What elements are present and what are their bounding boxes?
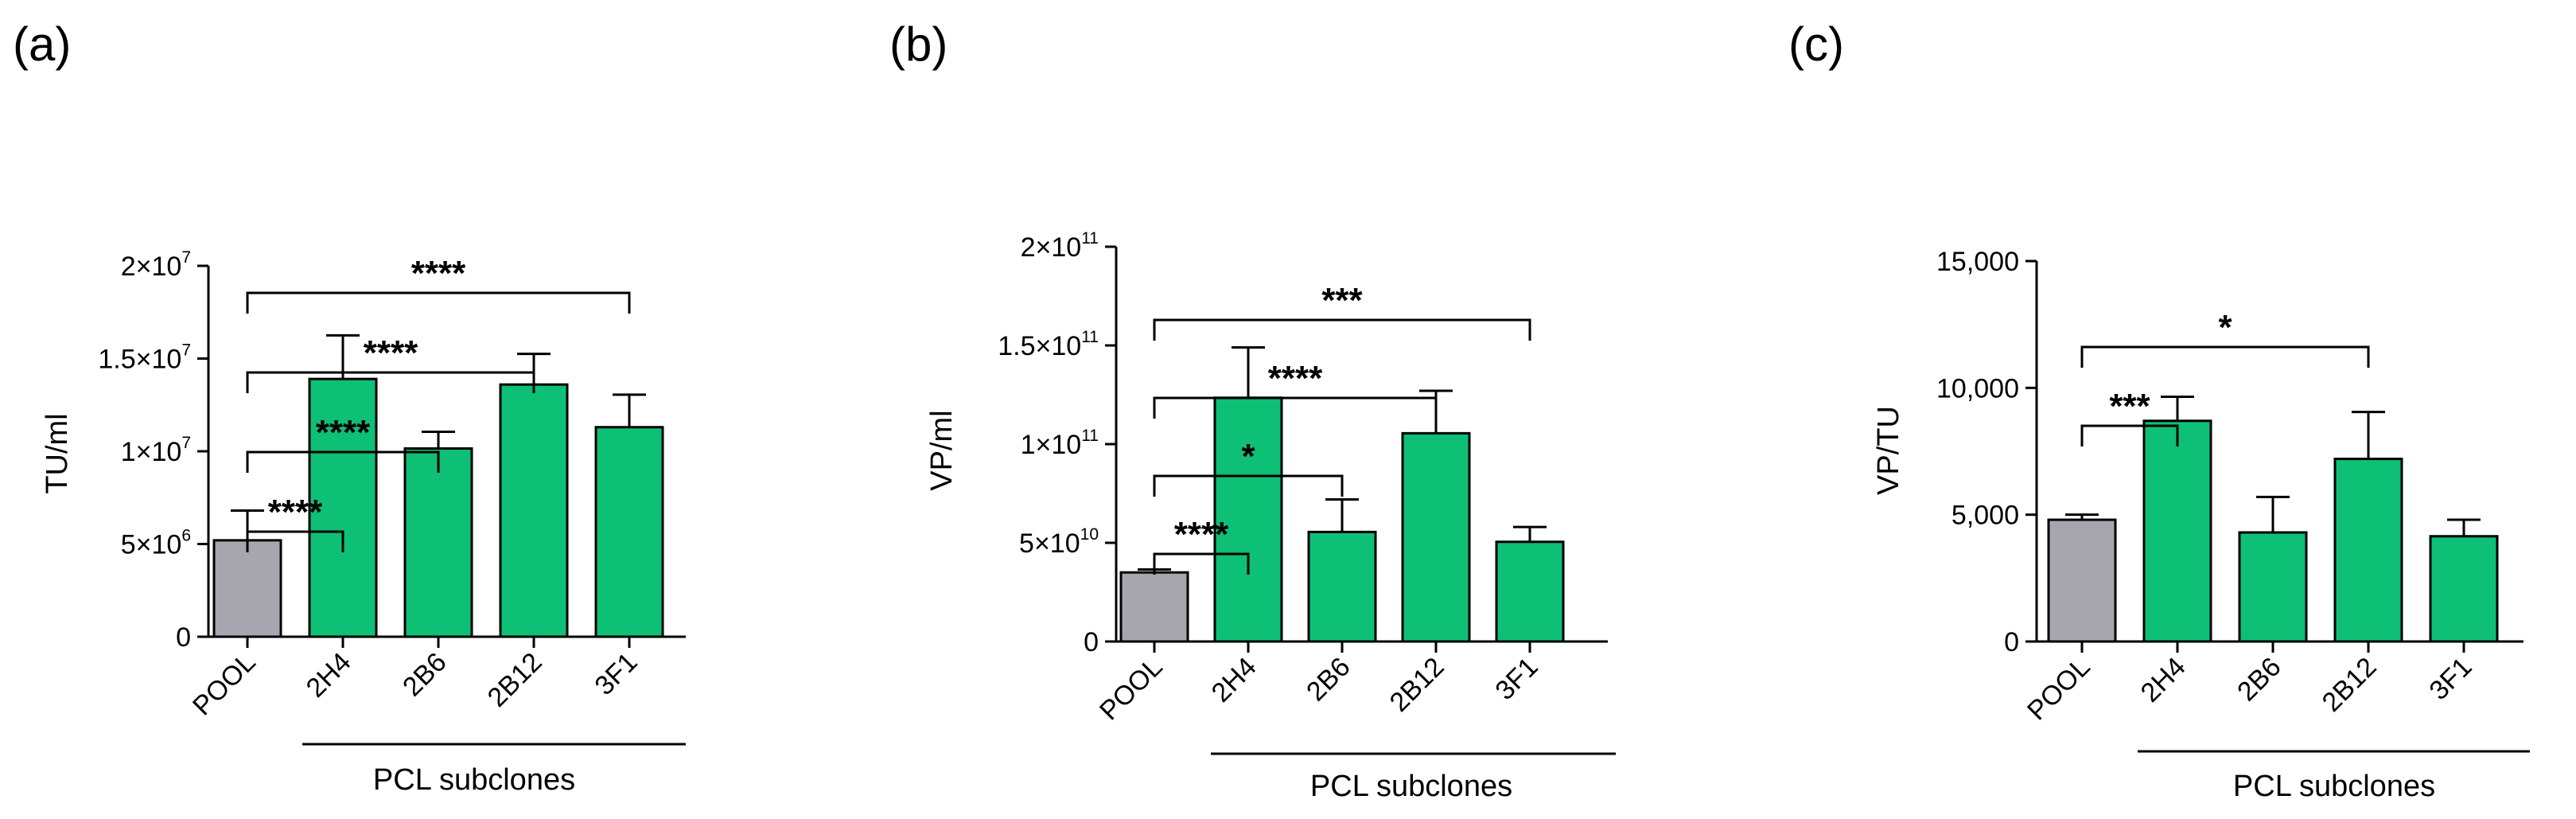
panel-b-significance-bracket [1153,396,1438,419]
panel-c-y-tick-label: 10,000 [1936,373,2019,404]
panel-b-significance-bracket [1153,318,1531,341]
panel-a-significance-bracket [246,530,344,552]
panel-a-y-tick-label: 5×106 [121,527,191,560]
panel-c-label: (c) [1788,18,1844,71]
panel-b-category-label: 2B12 [1384,652,1450,718]
panel-c-bar-pool [2047,518,2117,643]
panel-a-y-tick-exponent: 7 [181,434,191,452]
panel-a-bar-2b12 [499,383,569,638]
panel-b-label: (b) [889,18,948,71]
panel-b-group-label: PCL subclones [1310,770,1512,803]
panel-c-y-tick-label: 15,000 [1936,247,2019,277]
panel-a-bar-3f1 [594,426,664,638]
panel-b-y-tick-exponent: 11 [1081,328,1099,346]
panel-b-category-label: 2B6 [1301,652,1356,708]
panel-c-group-label: PCL subclones [2233,770,2435,803]
panel-c-category-label: POOL [2021,652,2096,727]
panel-a-bar-pool [212,539,282,638]
panel-b-plot: 0 5×1010 1×1011 1.5×1011 2×1011 VP/ml POOL 2H4 2… [925,229,1616,755]
panel-c-significance-bracket [2080,345,2370,368]
panel-a-significance-stars: **** [268,493,323,532]
panel-b-bar-2b6 [1307,530,1377,643]
panel-a-y-tick-label: 1.5×107 [98,341,191,375]
panel-a-category-label: 2B6 [397,647,453,703]
panel-c-bar-2b6 [2238,531,2308,643]
panel-a-category-label: 2H4 [301,647,357,704]
panel-b-y-tick-label: 2×1011 [1021,229,1099,263]
panel-b-category-label: 2H4 [1206,652,1263,708]
panel-c-plot: 0 5,000 10,000 15,000 VP/TU POOL 2H4 2B6 2B12 3F1… [1872,247,2530,753]
panel-c-significance-bracket [2080,424,2179,447]
panel-b: (b) 0 5×1010 1×1011 1.5×1011 2×1011 VP/ml POOL… [889,18,1616,803]
panel-b-significance-stars: **** [1174,515,1229,554]
panel-b-bar-3f1 [1495,540,1565,643]
panel-b-y-tick-label: 1×1011 [1021,427,1099,460]
panel-c-y-axis-title: VP/TU [1872,406,1905,495]
panel-c-category-label: 2H4 [2135,652,2192,708]
panel-a-y-axis-title: TU/ml [41,413,74,493]
panel-a-significance-bracket [246,450,440,473]
panel-b-category-label: 3F1 [1489,652,1543,706]
panel-c-y-tick-label: 0 [2004,627,2019,657]
panel-a-significance-stars: **** [364,333,418,372]
panel-c-category-label: 3F1 [2423,652,2477,706]
panel-a-significance-stars: **** [411,254,466,293]
panel-c-bar-3f1 [2429,535,2499,643]
panel-a-significance-bracket [246,371,535,393]
panel-c-significance-stars: *** [2109,387,2150,426]
panel-b-category-label: POOL [1094,652,1169,727]
panel-c: (c) 0 5,000 10,000 15,000 VP/TU POOL 2H4 2B6 2B1… [1788,18,2530,803]
panel-a-significance-stars: **** [316,413,371,452]
panel-a: (a) 0 5×106 1×107 1.5×107 2×107 TU/ml POOL 2H4 2… [13,18,686,797]
panel-c-bar-2h4 [2142,419,2212,643]
panel-b-bar-pool [1119,571,1189,643]
panel-a-label: (a) [13,18,71,71]
panel-a-plot: 0 5×106 1×107 1.5×107 2×107 TU/ml POOL 2H4 2B6 2B… [41,248,686,746]
panel-b-y-tick-exponent: 10 [1080,525,1099,544]
panel-c-significance-stars: * [2218,308,2232,347]
panel-a-y-tick-label: 1×107 [121,434,191,467]
panel-b-y-tick-label: 5×1010 [1019,525,1099,559]
panel-a-significance-bracket [246,291,631,314]
panel-b-significance-stars: **** [1268,359,1323,398]
panel-c-y-tick-label: 5,000 [1951,501,2019,531]
panel-a-category-label: 3F1 [589,647,643,701]
panel-b-y-tick-exponent: 11 [1081,427,1099,445]
panel-b-significance-bracket [1153,474,1344,497]
panel-b-significance-stars: * [1241,437,1255,476]
panel-c-category-label: 2B6 [2232,652,2287,708]
panel-a-bar-2h4 [308,377,378,638]
panel-a-category-label: POOL [187,647,262,722]
panel-b-y-tick-label: 0 [1084,627,1099,657]
panel-a-y-tick-exponent: 7 [181,248,191,267]
panel-b-y-tick-label: 1.5×1011 [998,328,1099,361]
panel-a-y-tick-exponent: 7 [181,341,191,360]
panel-a-y-tick-exponent: 6 [181,527,191,545]
panel-b-significance-bracket [1153,552,1250,575]
panel-a-bar-2b6 [403,447,473,638]
panel-c-category-label: 2B12 [2317,652,2383,718]
panel-a-y-tick-label: 2×107 [121,248,191,282]
panel-b-y-tick-exponent: 11 [1081,229,1099,248]
panel-a-y-tick-label: 0 [176,622,191,653]
panel-a-category-label: 2B12 [482,647,548,713]
panel-a-group-label: PCL subclones [373,763,575,797]
panel-b-significance-stars: *** [1321,281,1363,320]
panel-c-bar-2b12 [2333,458,2403,643]
panel-b-y-axis-title: VP/ml [925,410,959,490]
panel-b-bar-2b12 [1401,431,1471,643]
